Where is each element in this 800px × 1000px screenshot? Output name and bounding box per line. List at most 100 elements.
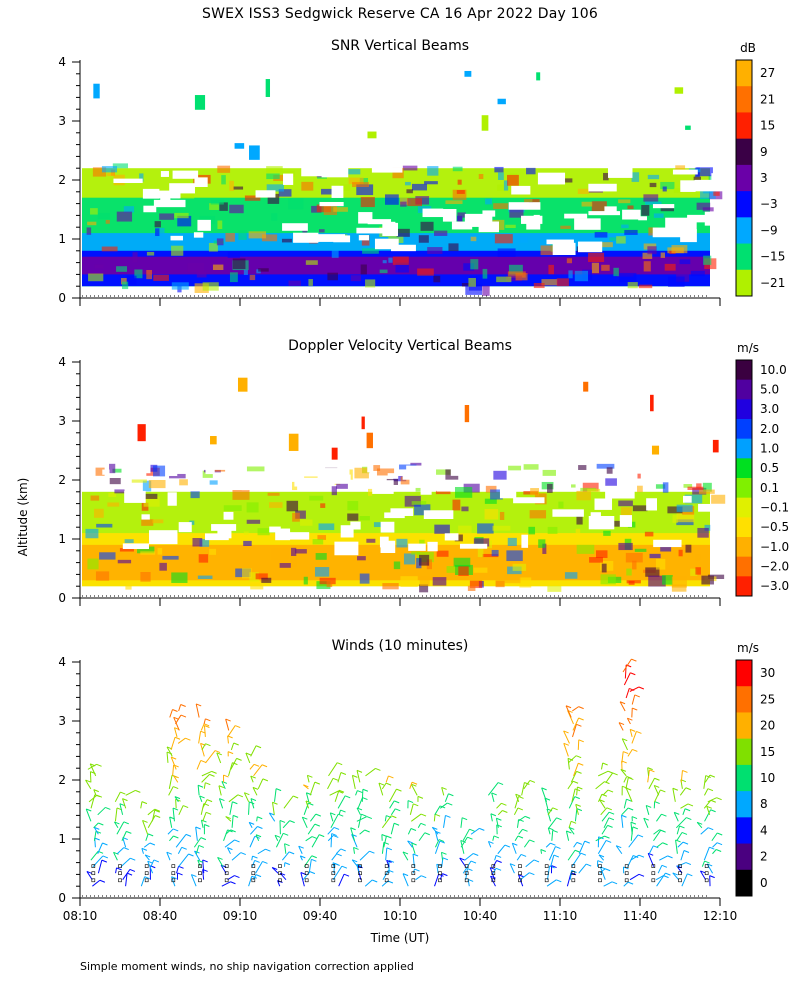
heatmap-patch [110, 169, 116, 176]
wind-barb [201, 819, 204, 828]
wind-barb-flag [436, 863, 442, 867]
wind-barb [200, 803, 205, 815]
wind-barb [351, 859, 359, 868]
colorbar-label: −21 [760, 276, 785, 290]
wind-barb-flag [407, 800, 414, 804]
wind-barb-flag [575, 803, 581, 807]
heatmap-gap [380, 540, 396, 554]
heatmap-patch [393, 475, 407, 482]
heatmap-gap [113, 178, 143, 184]
heatmap-gap [148, 530, 178, 545]
calm-marker [651, 871, 656, 876]
wind-barb [250, 775, 254, 783]
wind-barb-flag [515, 793, 521, 797]
heatmap-patch [420, 221, 434, 231]
heatmap-patch [463, 263, 475, 271]
wind-barb-flag [417, 795, 424, 799]
wind-barb [364, 879, 373, 887]
wind-barb [525, 859, 535, 868]
wind-barb [629, 729, 633, 738]
heatmap-patch [647, 174, 660, 180]
heatmap-gap [588, 515, 615, 530]
heatmap-patch [257, 528, 270, 536]
heatmap-patch [556, 278, 569, 287]
wind-barb-flag [369, 850, 375, 854]
heatmap-patch [655, 484, 666, 489]
heatmap-patch [564, 572, 578, 579]
wind-barb-flag [101, 859, 108, 863]
wind-barb [459, 857, 467, 868]
wind-barb [170, 756, 177, 770]
heatmap-patch [655, 558, 666, 570]
wind-barb [224, 839, 235, 848]
wind-barb-flag [599, 799, 605, 803]
heatmap-field [82, 377, 729, 593]
wind-barb [517, 815, 526, 822]
calm-marker [544, 878, 549, 883]
heatmap-patch [393, 561, 401, 570]
wind-barb-flag [300, 855, 306, 859]
heatmap-patch [683, 484, 693, 488]
heatmap-patch [109, 478, 121, 485]
heatmap-patch [94, 508, 104, 518]
wind-barb [203, 718, 206, 725]
heatmap-patch [497, 248, 516, 257]
heatmap-patch [452, 499, 461, 511]
wind-barb-flag [289, 820, 295, 824]
heatmap-gap [672, 169, 698, 175]
heatmap-gap [301, 164, 328, 177]
wind-barb [93, 822, 99, 829]
wind-barb [615, 845, 623, 855]
wind-barb [356, 807, 361, 816]
colorbar-swatch [736, 478, 752, 499]
colorbar-label: −2.0 [760, 560, 789, 574]
wind-barb-flag [709, 774, 716, 778]
y-tick-label: 3 [58, 714, 66, 728]
wind-barb [412, 868, 416, 874]
wind-barb [90, 794, 96, 809]
heatmap-patch [190, 491, 200, 499]
wind-barb-flag [206, 799, 213, 803]
wind-barb [417, 823, 422, 829]
heatmap-patch [697, 527, 709, 538]
wind-barb-flag [352, 859, 358, 863]
wind-barb [228, 762, 233, 777]
wind-barb-flag [706, 863, 713, 867]
heatmap-patch [362, 248, 379, 254]
heatmap-patch [278, 189, 292, 197]
wind-barb-flag [629, 728, 636, 732]
wind-barb [230, 758, 238, 770]
heatmap-gap [423, 510, 454, 520]
wind-barb [440, 852, 444, 861]
colorbar-swatch [736, 438, 752, 459]
wind-barb [97, 860, 103, 874]
wind-barb-flag [332, 777, 339, 781]
heatmap-patch [331, 250, 339, 258]
wind-barb-flag [216, 752, 222, 756]
heatmap-patch [628, 580, 635, 585]
heatmap-gap [681, 469, 705, 479]
wind-barb-flag [637, 834, 644, 838]
wind-barb-flag [706, 805, 712, 809]
heatmap-patch [171, 572, 188, 583]
wind-barb [565, 830, 570, 841]
wind-barb-flag [94, 837, 100, 841]
heatmap-gap [324, 468, 350, 481]
wind-barb-flag [205, 718, 211, 722]
calm-marker [224, 864, 229, 868]
heatmap-patch [152, 519, 164, 524]
wind-barb-flag [665, 872, 671, 876]
heatmap-gap [380, 521, 395, 533]
heatmap-patch [258, 268, 269, 272]
heatmap-patch [209, 480, 218, 485]
colorbar-swatch [736, 419, 752, 440]
calm-marker [384, 864, 389, 868]
heatmap-patch [494, 234, 513, 244]
wind-barb [248, 801, 250, 815]
wind-barb-flag [442, 857, 449, 861]
heatmap-patch [566, 258, 573, 264]
heatmap-patch [427, 166, 439, 176]
wind-barb [177, 737, 186, 744]
wind-barb [597, 770, 609, 777]
